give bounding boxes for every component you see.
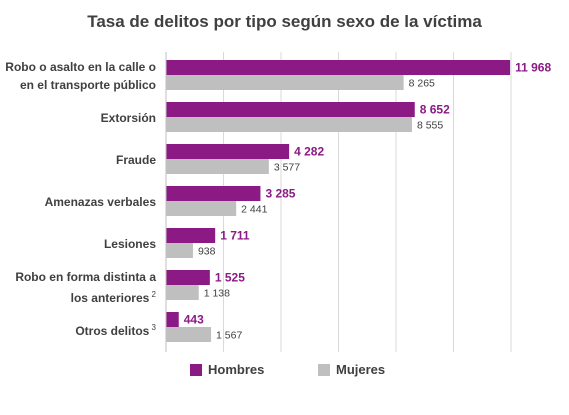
bar-hombres [166,102,415,117]
category-label-line1: Robo o asalto en la calle o [5,60,156,74]
category-label-line1: Otros delitos [75,324,150,338]
data-label-hombres: 4 282 [294,145,324,159]
category-label-line1: Robo en forma distinta a [15,270,156,284]
data-label-mujeres: 1 567 [216,330,242,342]
bar-mujeres [166,117,412,132]
category-label-line2: en el transporte público [19,78,156,92]
data-label-mujeres: 2 441 [241,204,267,216]
data-label-hombres: 1 525 [215,271,245,285]
data-label-mujeres: 3 577 [274,162,300,174]
bar-hombres [166,144,290,159]
legend-label-mujeres: Mujeres [336,362,386,377]
bar-hombres [166,228,216,243]
data-label-mujeres: 8 265 [409,78,435,90]
legend-hombres: Hombres [190,362,264,377]
bar-mujeres [166,75,404,90]
category-label-line1: Extorsión [100,111,156,125]
data-label-hombres: 11 968 [515,61,551,75]
bar-hombres [166,60,511,75]
category-label: Fraude [0,151,156,169]
data-label-hombres: 1 711 [220,229,250,243]
category-label-footnote: 2 [149,290,156,299]
category-label: Amenazas verbales [0,193,156,211]
bar-mujeres [166,243,193,258]
bar-hombres [166,186,261,201]
bar-mujeres [166,159,269,174]
legend-label-hombres: Hombres [208,362,265,377]
data-label-hombres: 443 [184,313,204,327]
category-label: Otros delitos 3 [0,319,156,340]
category-label: Robo o asalto en la calle o en el transpo… [0,58,156,94]
category-label-line1: Lesiones [103,237,156,251]
bar-mujeres [166,327,212,342]
category-label: Lesiones [0,235,156,253]
category-label-line1: Fraude [115,153,156,167]
chart-title: Tasa de delitos por tipo según sexo de l… [87,12,482,31]
data-label-mujeres: 1 138 [204,288,230,300]
bar-hombres [166,312,179,327]
legend-mujeres: Mujeres [318,362,385,377]
category-label-footnote: 3 [149,323,156,332]
category-label: Extorsión [0,109,156,127]
data-label-mujeres: 8 555 [417,120,443,132]
legend-swatch-hombres [190,363,202,376]
data-label-hombres: 8 652 [420,103,450,117]
bar-mujeres [166,201,237,216]
category-label: Robo en forma distinta a los anteriores 2 [0,268,156,307]
data-label-mujeres: 938 [198,246,216,258]
bar-mujeres [166,285,199,300]
bar-hombres [166,270,210,285]
legend-swatch-mujeres [318,363,330,376]
data-label-hombres: 3 285 [265,187,295,201]
category-label-line2: los anteriores [70,291,150,305]
category-label-line1: Amenazas verbales [44,195,156,209]
